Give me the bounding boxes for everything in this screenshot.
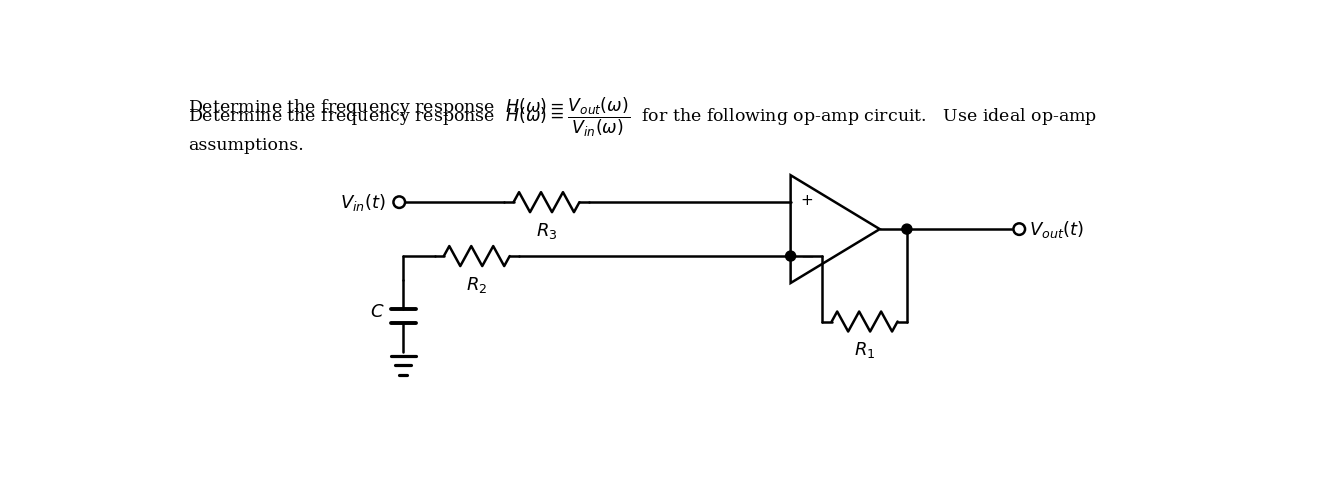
- Text: $R_2$: $R_2$: [466, 275, 487, 294]
- Circle shape: [902, 224, 912, 234]
- Text: $V_{in}(t)$: $V_{in}(t)$: [340, 192, 386, 213]
- Circle shape: [786, 251, 795, 261]
- Text: Determine the frequency response  $H(\omega) = \dfrac{V_{out}(\omega)}{V_{in}(\o: Determine the frequency response $H(\ome…: [188, 96, 1098, 139]
- Text: $+$: $+$: [800, 194, 812, 208]
- Text: assumptions.: assumptions.: [188, 137, 304, 154]
- Text: $C$: $C$: [370, 303, 384, 321]
- Text: $V_{out}(t)$: $V_{out}(t)$: [1030, 219, 1085, 239]
- Circle shape: [1014, 223, 1025, 235]
- Text: $-$: $-$: [800, 247, 814, 265]
- Circle shape: [394, 197, 406, 208]
- Text: $R_3$: $R_3$: [536, 221, 558, 240]
- Text: $R_1$: $R_1$: [854, 340, 875, 360]
- Text: Determine the frequency response  $H(\omega) =$: Determine the frequency response $H(\ome…: [188, 96, 564, 118]
